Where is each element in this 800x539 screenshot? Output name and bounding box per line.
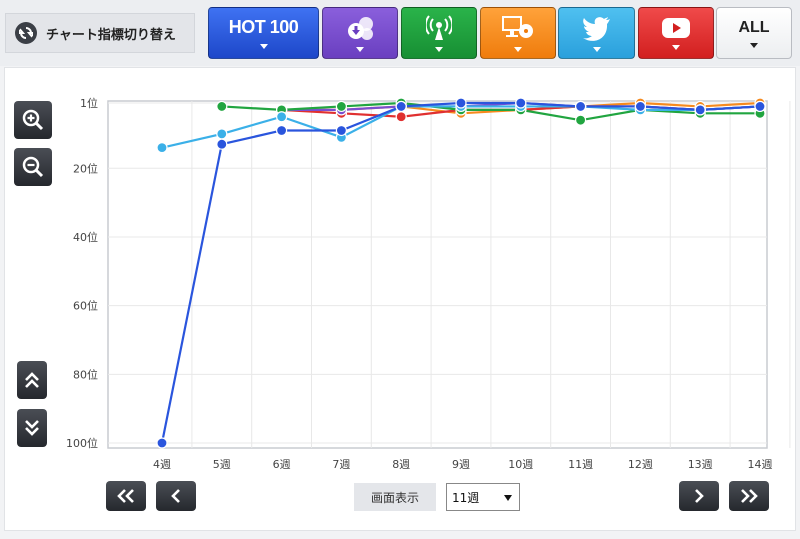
x-tick-label: 11週 <box>568 458 593 471</box>
zoom-in-button[interactable] <box>14 101 52 139</box>
data-point <box>574 100 587 113</box>
tab-all[interactable]: ALL <box>716 7 792 59</box>
x-tick-label: 5週 <box>213 458 231 471</box>
plot-area <box>107 100 768 449</box>
tab-hot100-label: HOT 100 <box>228 17 299 37</box>
view-range-select[interactable]: 11週 <box>446 483 520 511</box>
y-tick-label: 1位 <box>80 96 98 110</box>
chevron-down-icon <box>750 42 758 48</box>
x-tick-label: 13週 <box>688 458 713 471</box>
tab-download[interactable] <box>322 7 398 59</box>
tab-youtube[interactable] <box>638 7 714 59</box>
data-point <box>574 114 587 126</box>
data-point <box>395 100 407 113</box>
data-point <box>395 111 407 123</box>
chevron-down-icon <box>435 46 443 52</box>
x-tick-label: 9週 <box>452 458 470 471</box>
pc-monitor-cd-icon <box>502 15 533 38</box>
chevron-down-icon <box>672 44 680 50</box>
data-point <box>156 142 168 154</box>
radio-antenna-icon <box>426 14 452 40</box>
download-cloud-icon <box>348 16 373 40</box>
zoom-in-icon <box>22 109 44 131</box>
view-range-value: 11週 <box>452 490 480 505</box>
data-point <box>515 97 527 109</box>
scroll-down-button[interactable] <box>17 409 47 447</box>
x-tick-label: 6週 <box>273 458 291 471</box>
zoom-out-icon <box>22 156 44 178</box>
x-tick-label: 8週 <box>392 458 410 471</box>
y-tick-label: 20位 <box>73 161 98 175</box>
last-page-button[interactable] <box>729 481 769 511</box>
data-point <box>754 100 766 113</box>
y-tick-label: 100位 <box>66 436 98 450</box>
data-point <box>276 124 288 137</box>
data-point <box>694 104 706 116</box>
x-tick-label: 12週 <box>628 458 653 471</box>
zoom-out-button[interactable] <box>14 148 52 186</box>
data-point <box>216 138 228 150</box>
chart-toolbar: チャート指標切り替え HOT 100 <box>0 0 800 66</box>
data-point <box>216 128 228 140</box>
chevron-down-icon <box>514 46 522 52</box>
tab-radio[interactable] <box>401 7 477 59</box>
chevron-right-icon <box>695 489 704 503</box>
double-chevron-down-icon <box>25 420 39 436</box>
data-point <box>156 437 168 449</box>
data-point <box>335 100 347 113</box>
x-tick-label: 4週 <box>153 458 171 471</box>
tab-pc[interactable] <box>480 7 556 59</box>
switch-label-text: チャート指標切り替え <box>46 27 176 43</box>
double-chevron-right-icon <box>741 489 758 503</box>
twitter-bird-icon <box>582 16 610 41</box>
chevron-down-icon <box>592 46 601 52</box>
data-point <box>335 124 347 137</box>
y-tick-label: 40位 <box>73 230 98 244</box>
y-tick-label: 60位 <box>73 299 98 313</box>
data-point <box>455 97 467 109</box>
refresh-icon <box>15 22 37 44</box>
double-chevron-left-icon <box>117 489 134 503</box>
view-range-label: 画面表示 <box>354 483 436 511</box>
youtube-play-icon <box>662 17 690 38</box>
first-page-button[interactable] <box>106 481 146 511</box>
chart-switch-label: チャート指標切り替え <box>5 13 195 53</box>
data-point <box>634 100 647 113</box>
x-tick-label: 10週 <box>508 458 533 471</box>
next-page-button[interactable] <box>679 481 719 511</box>
series-line <box>221 101 760 122</box>
data-point <box>276 111 288 123</box>
tab-twitter[interactable] <box>558 7 635 59</box>
double-chevron-up-icon <box>25 372 39 388</box>
data-point <box>216 100 228 113</box>
prev-page-button[interactable] <box>156 481 196 511</box>
chevron-down-icon <box>504 495 512 501</box>
tab-all-label: ALL <box>738 18 770 36</box>
y-tick-label: 80位 <box>73 367 98 381</box>
x-tick-label: 14週 <box>748 458 773 471</box>
tab-hot100[interactable]: HOT 100 <box>208 7 319 59</box>
x-tick-label: 7週 <box>332 458 350 471</box>
chevron-left-icon <box>171 489 180 503</box>
chevron-down-icon <box>259 44 268 49</box>
scroll-up-button[interactable] <box>17 361 47 399</box>
chevron-down-icon <box>356 46 364 52</box>
